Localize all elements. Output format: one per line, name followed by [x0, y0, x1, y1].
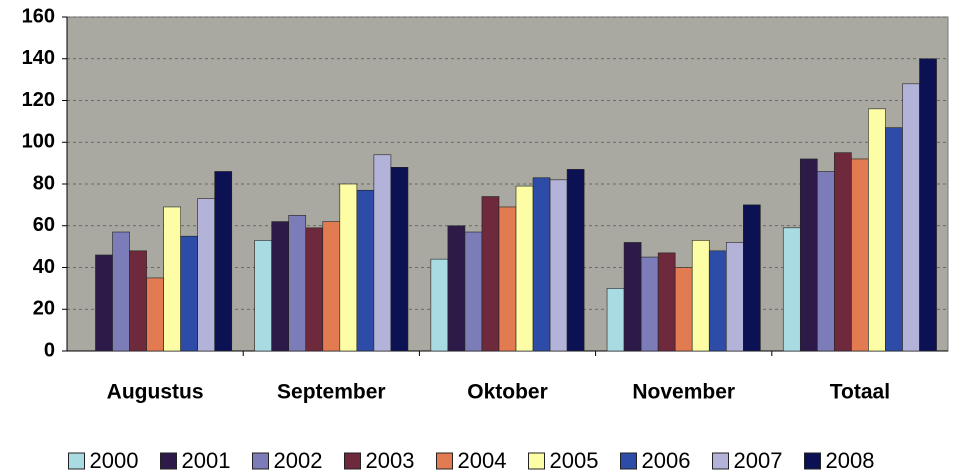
bar: [817, 171, 835, 352]
legend-label: 2003: [366, 448, 415, 472]
bar: [515, 185, 534, 352]
legend-label: 2002: [274, 448, 323, 472]
bar: [180, 235, 198, 352]
bar: [197, 198, 216, 352]
bar: [919, 58, 937, 352]
x-tick-label: Totaal: [830, 381, 890, 404]
legend-swatch: [620, 452, 637, 470]
bar: [532, 177, 551, 352]
bar: [902, 83, 920, 352]
legend-label: 2004: [458, 448, 507, 472]
bar: [725, 242, 744, 352]
y-tick-label: 160: [22, 5, 55, 27]
legend-swatch: [528, 452, 545, 470]
legend-label: 2008: [826, 448, 875, 472]
x-tick-label: Augustus: [107, 381, 204, 404]
y-tick-label: 60: [33, 214, 55, 236]
bar: [885, 127, 903, 352]
bar: [339, 183, 358, 352]
legend-swatch: [252, 452, 269, 470]
x-tick-label: September: [277, 381, 386, 404]
y-tick-label: 80: [33, 172, 55, 194]
bar: [566, 169, 585, 352]
y-tick-label: 100: [22, 131, 55, 153]
bar: [834, 152, 852, 352]
bar: [549, 179, 568, 352]
bar: [799, 158, 818, 352]
bar: [373, 154, 392, 352]
legend-swatch: [68, 452, 85, 470]
legend-swatch: [712, 452, 729, 470]
legend-label: 2001: [182, 448, 231, 472]
y-tick-label: 120: [22, 89, 55, 111]
bar: [623, 242, 642, 352]
bar: [674, 267, 693, 352]
bar: [498, 206, 517, 352]
bar: [95, 254, 113, 352]
bar: [868, 108, 886, 352]
legend-swatch: [160, 452, 177, 470]
bar: [464, 231, 483, 352]
bar: [481, 196, 500, 352]
bar: [305, 227, 324, 352]
y-tick-label: 0: [44, 339, 55, 361]
bar: [782, 227, 801, 352]
bar: [657, 252, 676, 352]
bar: [447, 225, 466, 352]
bar: [691, 240, 710, 352]
legend-swatch: [436, 452, 453, 470]
legend-swatch: [804, 452, 821, 470]
legend-label: 2000: [90, 448, 139, 472]
bar: [356, 189, 375, 352]
bar: [430, 258, 449, 352]
legend-label: 2007: [734, 448, 783, 472]
legend-label: 2005: [550, 448, 599, 472]
bar: [163, 206, 181, 352]
bar: [271, 221, 290, 352]
bar: [288, 215, 307, 352]
y-tick-label: 140: [22, 47, 55, 69]
x-tick-label: Oktober: [467, 381, 548, 404]
bar: [146, 277, 164, 352]
legend-swatch: [344, 452, 361, 470]
x-tick-label: November: [632, 381, 735, 404]
bar: [254, 240, 272, 352]
bar: [214, 171, 233, 352]
y-tick-label: 20: [33, 298, 55, 320]
bar: [390, 167, 409, 352]
bar: [743, 204, 761, 352]
bar: [606, 288, 625, 352]
y-tick-label: 40: [33, 256, 55, 278]
bar: [640, 256, 659, 352]
bar: [112, 231, 130, 352]
bar: [708, 250, 727, 352]
bar: [129, 250, 147, 352]
bar: [851, 158, 869, 352]
legend-label: 2006: [642, 448, 691, 472]
bar: [322, 221, 341, 352]
